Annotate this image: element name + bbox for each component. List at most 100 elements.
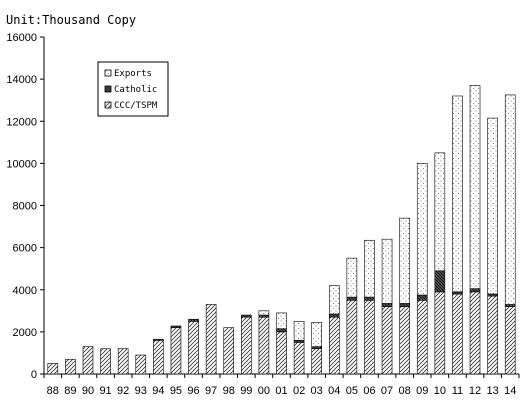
x-tick-label: 10 xyxy=(434,385,446,397)
legend-swatch-exports xyxy=(104,69,112,77)
bar-segment-ccc-tspm xyxy=(188,321,199,375)
y-axis: 0 2000 4000 6000 8000 10000 12000 14000 16000 xyxy=(6,32,45,381)
legend-label-exports: Exports xyxy=(114,69,152,79)
bar-segment-catholic xyxy=(346,296,358,301)
x-tick-label: 12 xyxy=(469,385,481,397)
x-tick-label: 98 xyxy=(223,385,235,397)
y-tick-label: 12000 xyxy=(6,116,37,128)
x-tick-label: 93 xyxy=(135,385,147,397)
x-tick-label: 96 xyxy=(187,385,199,397)
legend-label-ccc-tspm: CCC/TSPM xyxy=(114,101,158,111)
bar-segment-catholic xyxy=(170,325,182,328)
bar-segment-exports xyxy=(293,321,305,341)
x-tick-label: 02 xyxy=(293,385,305,397)
bar-segment-exports xyxy=(434,152,446,272)
legend-swatch-ccc xyxy=(104,101,112,109)
bar-segment-ccc-tspm xyxy=(452,293,463,375)
legend-label-catholic: Catholic xyxy=(114,85,157,95)
x-tick-label: 01 xyxy=(275,385,287,397)
bar-segment-ccc-tspm xyxy=(205,304,217,375)
bar-segment-catholic xyxy=(381,303,393,307)
bar-segment-catholic xyxy=(364,296,375,301)
x-tick-label: 99 xyxy=(240,385,252,397)
bar-segment-ccc-tspm xyxy=(170,327,182,375)
x-tick-label: 14 xyxy=(504,385,516,397)
y-tick-label: 0 xyxy=(31,369,37,381)
x-axis: 88 89 90 91 92 93 94 95 96 97 98 99 00 01 02 03 04 05 06 07… xyxy=(43,373,520,397)
bar-segment-exports xyxy=(311,322,322,347)
bar-segment-catholic xyxy=(469,288,481,293)
bar-segment-catholic xyxy=(153,338,164,341)
bar-segment-catholic xyxy=(258,314,270,318)
bar-segment-exports xyxy=(469,85,481,289)
y-tick-label: 14000 xyxy=(6,74,37,86)
bar-segment-ccc-tspm xyxy=(416,299,428,375)
bar-segment-exports xyxy=(328,285,340,315)
y-tick-label: 16000 xyxy=(6,32,37,44)
bar-segment-ccc-tspm xyxy=(258,316,270,375)
x-tick-label: 06 xyxy=(363,385,375,397)
bar-segment-ccc-tspm xyxy=(328,316,340,375)
bar-segment-ccc-tspm xyxy=(399,306,410,375)
bar-segment-ccc-tspm xyxy=(293,342,305,375)
bar-segment-catholic xyxy=(328,313,340,318)
bar-segment-catholic xyxy=(276,328,287,333)
legend: Exports Catholic CCC/TSPM xyxy=(97,61,169,117)
bar-segment-catholic xyxy=(293,339,305,343)
bar-segment-ccc-tspm xyxy=(364,299,375,375)
y-tick-label: 6000 xyxy=(13,243,37,255)
x-tick-label: 90 xyxy=(82,385,94,397)
y-tick-label: 4000 xyxy=(13,285,37,297)
bar-segment-ccc-tspm xyxy=(153,339,164,375)
bar-segment-exports xyxy=(258,310,270,316)
x-tick-label: 88 xyxy=(47,385,59,397)
bar-segment-exports xyxy=(381,238,393,304)
bar-segment-exports xyxy=(487,117,498,295)
bar-segment-ccc-tspm xyxy=(487,295,498,375)
bars xyxy=(47,85,516,375)
x-tick-label: 05 xyxy=(346,385,358,397)
x-tick-label: 94 xyxy=(152,385,164,397)
y-tick-label: 8000 xyxy=(13,201,37,213)
bar-segment-catholic xyxy=(241,314,252,318)
bar-segment-ccc-tspm xyxy=(276,331,287,375)
bar-segment-exports xyxy=(276,312,287,330)
bar-segment-catholic xyxy=(504,304,516,307)
bar-segment-exports xyxy=(504,94,516,305)
x-tick-label: 91 xyxy=(99,385,111,397)
bar-segment-ccc-tspm xyxy=(346,299,358,375)
x-tick-label: 95 xyxy=(170,385,182,397)
bar-segment-catholic xyxy=(416,294,428,301)
x-tick-label: 13 xyxy=(486,385,498,397)
bar-segment-ccc-tspm xyxy=(65,358,76,375)
bar-segment-ccc-tspm xyxy=(381,306,393,375)
bar-segment-exports xyxy=(364,239,375,298)
x-tick-label: 07 xyxy=(381,385,393,397)
bar-segment-catholic xyxy=(487,293,498,297)
y-tick-label: 2000 xyxy=(13,327,37,339)
bar-segment-exports xyxy=(416,163,428,296)
bar-segment-ccc-tspm xyxy=(469,291,481,375)
y-tick-label: 10000 xyxy=(6,158,37,170)
bar-segment-ccc-tspm xyxy=(223,327,235,375)
bar-segment-ccc-tspm xyxy=(117,348,129,375)
bar-segment-exports xyxy=(452,95,463,293)
bar-segment-ccc-tspm xyxy=(241,316,252,375)
bar-segment-catholic xyxy=(311,346,322,350)
bar-segment-catholic xyxy=(399,303,410,307)
x-tick-label: 04 xyxy=(328,385,340,397)
bar-segment-ccc-tspm xyxy=(311,348,322,375)
x-tick-label: 00 xyxy=(258,385,270,397)
legend-swatch-catholic xyxy=(104,85,112,93)
x-tick-label: 08 xyxy=(399,385,411,397)
bar-segment-catholic xyxy=(188,318,199,322)
x-tick-label: 89 xyxy=(64,385,76,397)
x-tick-label: 11 xyxy=(452,385,463,397)
bar-segment-ccc-tspm xyxy=(434,291,446,375)
unit-label: Unit:Thousand Copy xyxy=(6,13,136,27)
bar-segment-catholic xyxy=(434,270,446,293)
bar-segment-ccc-tspm xyxy=(82,346,94,375)
bar-segment-ccc-tspm xyxy=(47,363,59,375)
bar-segment-exports xyxy=(399,217,410,304)
